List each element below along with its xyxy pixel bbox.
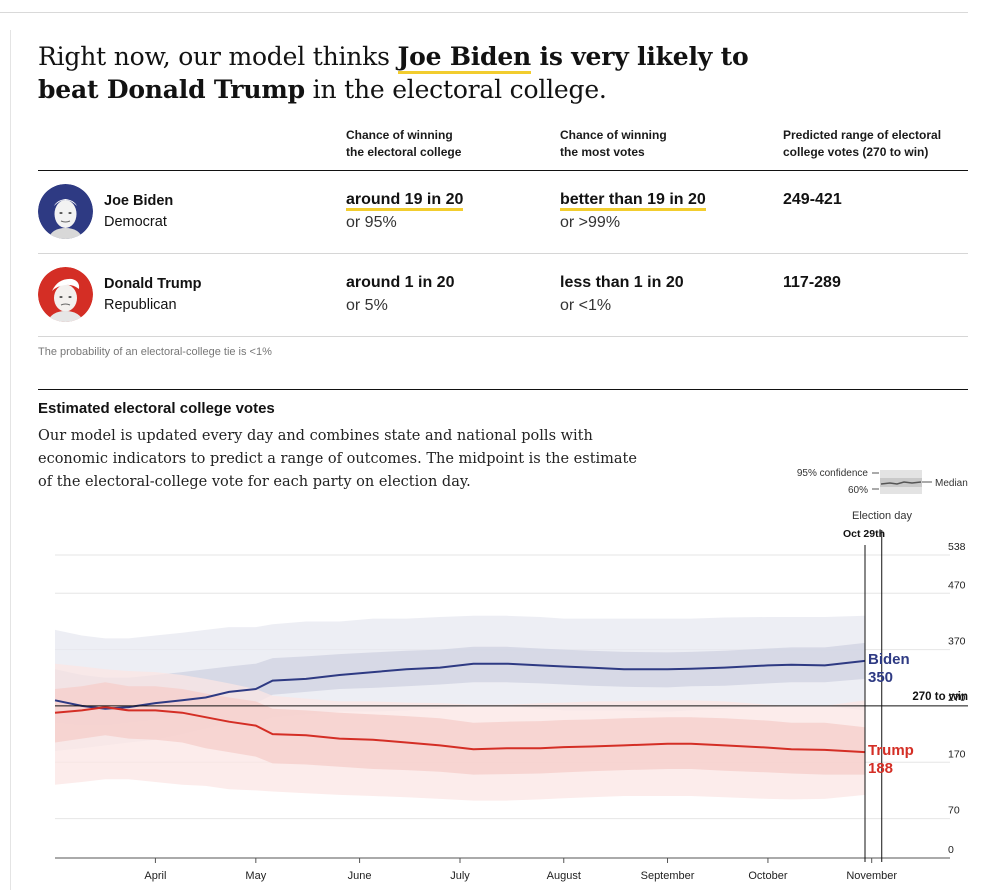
- trump-end-name: Trump: [868, 742, 914, 759]
- biden-median-line: [54, 659, 866, 710]
- table-header-rule: [38, 170, 968, 171]
- biden-ec-chance-text: around 19 in 20: [346, 191, 464, 211]
- tie-note: The probability of an electoral-college …: [38, 346, 272, 358]
- biden-ci60-band: [55, 642, 865, 726]
- col-ec-chance-line2: the electoral college: [346, 145, 462, 159]
- threshold-label: 270 to win: [912, 691, 968, 703]
- col-range-line2: college votes (270 to win): [783, 145, 929, 159]
- trump-party: Republican: [104, 297, 177, 313]
- trump-range: 117-289: [783, 274, 841, 291]
- top-divider: [0, 12, 968, 13]
- y-tick-label: 170: [948, 748, 966, 760]
- election-day-label: Election day: [852, 510, 912, 522]
- y-tick-label: 538: [948, 541, 966, 553]
- x-tick-label: April: [144, 870, 166, 882]
- y-tick-label: 470: [948, 579, 966, 591]
- biden-avatar: [38, 184, 93, 239]
- legend-median-label: Median: [935, 478, 968, 489]
- headline: Right now, our model thinks Joe Biden is…: [38, 40, 798, 106]
- legend-ci95-label: 95% confidence: [797, 468, 869, 479]
- y-tick-label: 70: [948, 805, 960, 817]
- biden-end-value: 350: [868, 669, 893, 686]
- x-tick-label: June: [348, 870, 372, 882]
- col-pv-chance-line2: the most votes: [560, 145, 645, 159]
- y-tick-label: 0: [948, 844, 954, 856]
- trump-ec-chance: around 1 in 20: [346, 274, 455, 291]
- trump-pv-chance: less than 1 in 20: [560, 274, 684, 291]
- section-rule: [38, 389, 968, 390]
- section-title: Estimated electoral college votes: [38, 400, 275, 417]
- biden-ec-chance: around 19 in 20: [346, 189, 464, 211]
- trump-median-line: [54, 706, 866, 754]
- trump-pv-pct: or <1%: [560, 297, 612, 314]
- headline-part2: is very likely to beat Donald Trump: [38, 42, 749, 104]
- y-tick-label: 370: [948, 636, 966, 648]
- x-tick-label: October: [748, 870, 787, 882]
- headline-part3: in the electoral college.: [304, 75, 607, 104]
- col-ec-chance-line1: Chance of winning: [346, 128, 453, 142]
- x-tick-label: September: [641, 870, 695, 882]
- headline-leader: Joe Biden: [397, 42, 531, 74]
- biden-pv-pct: or >99%: [560, 214, 621, 231]
- row-divider: [38, 253, 968, 254]
- trump-name: Donald Trump: [104, 276, 202, 292]
- row-divider: [38, 336, 968, 337]
- biden-party: Democrat: [104, 214, 167, 230]
- biden-name: Joe Biden: [104, 193, 174, 209]
- x-tick-label: August: [547, 870, 581, 882]
- biden-ec-pct: or 95%: [346, 214, 397, 231]
- biden-range: 249-421: [783, 191, 842, 208]
- x-tick-label: July: [450, 870, 470, 882]
- biden-pv-chance-text: better than 19 in 20: [560, 191, 706, 211]
- col-range-line1: Predicted range of electoral: [783, 128, 942, 142]
- section-description: Our model is updated every day and combi…: [38, 428, 637, 490]
- left-border: [10, 30, 11, 890]
- current-date-label: Oct 29th: [843, 528, 885, 540]
- col-pv-chance-line1: Chance of winning: [560, 128, 667, 142]
- legend-ci60-label: 60%: [848, 485, 868, 496]
- trump-avatar: [38, 267, 93, 322]
- x-tick-label: November: [846, 870, 897, 882]
- col-pv-chance: Chance of winning the most votes: [560, 127, 740, 161]
- chart-legend: 95% confidence 60% Median: [797, 468, 968, 496]
- y-tick-label: 270: [948, 692, 966, 704]
- col-range: Predicted range of electoral college vot…: [783, 127, 968, 161]
- trump-ci60-band: [55, 682, 865, 775]
- biden-end-name: Biden: [868, 651, 910, 668]
- trump-end-value: 188: [868, 760, 893, 777]
- col-ec-chance: Chance of winning the electoral college: [346, 127, 526, 161]
- headline-part1: Right now, our model thinks: [38, 42, 398, 71]
- x-tick-label: May: [245, 870, 266, 882]
- trump-ec-pct: or 5%: [346, 297, 388, 314]
- biden-pv-chance: better than 19 in 20: [560, 189, 706, 211]
- legend-median-line: [880, 481, 922, 485]
